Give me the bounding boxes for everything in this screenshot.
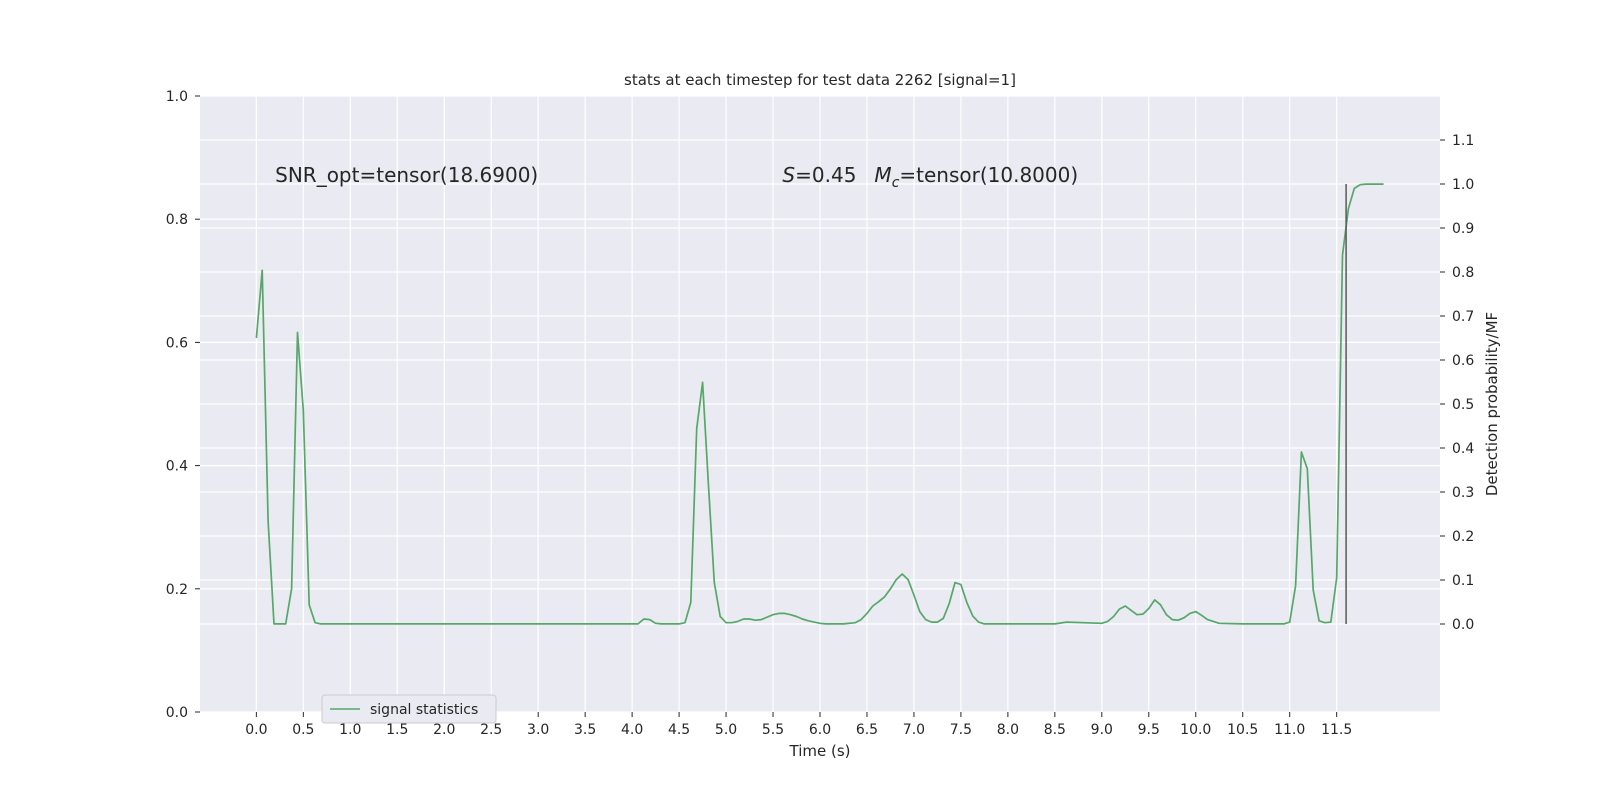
x-tick-label-3: 1.5 xyxy=(386,722,408,738)
right-y-tick-label-6: 0.6 xyxy=(1452,353,1474,369)
x-tick-label-9: 4.5 xyxy=(668,722,690,738)
series-line-signal-statistics xyxy=(255,183,1384,625)
left-y-tick-label-4: 0.8 xyxy=(166,212,188,228)
right-y-tick-label-10: 1.0 xyxy=(1452,177,1474,193)
right-y-tick-label-8: 0.8 xyxy=(1452,265,1474,281)
x-tick-label-6: 3.0 xyxy=(527,722,549,738)
series-group xyxy=(255,183,1384,625)
legend-label: signal statistics xyxy=(370,702,478,718)
x-tick-label-4: 2.0 xyxy=(433,722,455,738)
right-y-tick-label-7: 0.7 xyxy=(1452,309,1474,325)
x-tick-label-12: 6.0 xyxy=(809,722,831,738)
right-y-tick-label-0: 0.0 xyxy=(1452,617,1474,633)
legend: signal statistics xyxy=(321,694,497,724)
right-y-tick-labels: 0.0 0.1 0.2 0.3 0.4 0.5 0.6 0.7 0.8 0.9 1.0 1.1 xyxy=(1440,133,1474,633)
right-y-tick-label-3: 0.3 xyxy=(1452,485,1474,501)
legend-box xyxy=(321,694,497,724)
snr-annotation: SNR_opt=tensor(18.6900) xyxy=(275,163,538,187)
x-tick-label-13: 6.5 xyxy=(856,722,878,738)
x-axis-label: Time (s) xyxy=(789,742,851,760)
left-y-tick-label-0: 0.0 xyxy=(166,705,188,721)
left-y-tick-labels: 0.0 0.2 0.4 0.6 0.8 1.0 xyxy=(166,89,200,721)
right-y-axis-label: Detection probability/MF xyxy=(1483,312,1501,496)
left-y-tick-label-5: 1.0 xyxy=(166,89,188,105)
left-y-tick-label-3: 0.6 xyxy=(166,335,188,351)
x-tick-label-19: 9.5 xyxy=(1138,722,1160,738)
x-tick-label-7: 3.5 xyxy=(574,722,596,738)
right-y-tick-label-4: 0.4 xyxy=(1452,441,1474,457)
right-y-tick-label-5: 0.5 xyxy=(1452,397,1474,413)
x-tick-label-14: 7.0 xyxy=(903,722,925,738)
x-tick-label-8: 4.0 xyxy=(621,722,643,738)
x-tick-label-16: 8.0 xyxy=(997,722,1019,738)
x-tick-label-2: 1.0 xyxy=(339,722,361,738)
right-y-tick-label-11: 1.1 xyxy=(1452,133,1474,149)
x-tick-label-18: 9.0 xyxy=(1091,722,1113,738)
x-tick-label-15: 7.5 xyxy=(950,722,972,738)
x-tick-label-21: 10.5 xyxy=(1227,722,1258,738)
x-tick-label-1: 0.5 xyxy=(292,722,314,738)
right-y-tick-label-1: 0.1 xyxy=(1452,573,1474,589)
x-tick-label-11: 5.5 xyxy=(762,722,784,738)
x-tick-label-0: 0.0 xyxy=(245,722,267,738)
x-tick-label-20: 10.0 xyxy=(1180,722,1211,738)
x-tick-label-5: 2.5 xyxy=(480,722,502,738)
mc-symbol: M xyxy=(874,163,891,187)
left-y-tick-label-1: 0.2 xyxy=(166,582,188,598)
right-y-tick-label-2: 0.2 xyxy=(1452,529,1474,545)
x-tick-label-10: 5.0 xyxy=(715,722,737,738)
left-y-tick-label-2: 0.4 xyxy=(166,459,188,475)
mc-subscript: c xyxy=(892,175,900,191)
mc-value: =tensor(10.8000) xyxy=(899,163,1078,187)
s-mc-annotation: S=0.45 Mc=tensor(10.8000) xyxy=(782,163,1078,191)
x-tick-label-22: 11.0 xyxy=(1274,722,1305,738)
x-tick-label-23: 11.5 xyxy=(1321,722,1352,738)
s-value: =0.45 xyxy=(795,163,856,187)
x-tick-labels: 0.0 0.5 1.0 1.5 2.0 2.5 3.0 3.5 4.0 4.5 5.0 5.5 6.0 6… xyxy=(245,712,1352,738)
right-y-tick-label-9: 0.9 xyxy=(1452,221,1474,237)
s-symbol: S xyxy=(782,163,795,187)
x-tick-label-17: 8.5 xyxy=(1044,722,1066,738)
chart-title: stats at each timestep for test data 226… xyxy=(624,71,1016,89)
